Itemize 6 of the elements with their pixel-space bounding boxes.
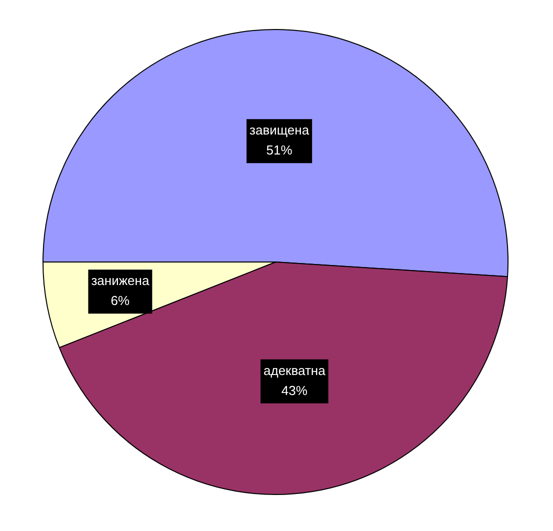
slice-label: занижена — [91, 273, 150, 288]
data-label: 6% — [110, 293, 130, 308]
slice-label: адекватна — [264, 362, 326, 378]
slice-label: завищена — [250, 122, 310, 138]
data-label: 51% — [266, 142, 293, 158]
data-label: 43% — [281, 382, 308, 398]
